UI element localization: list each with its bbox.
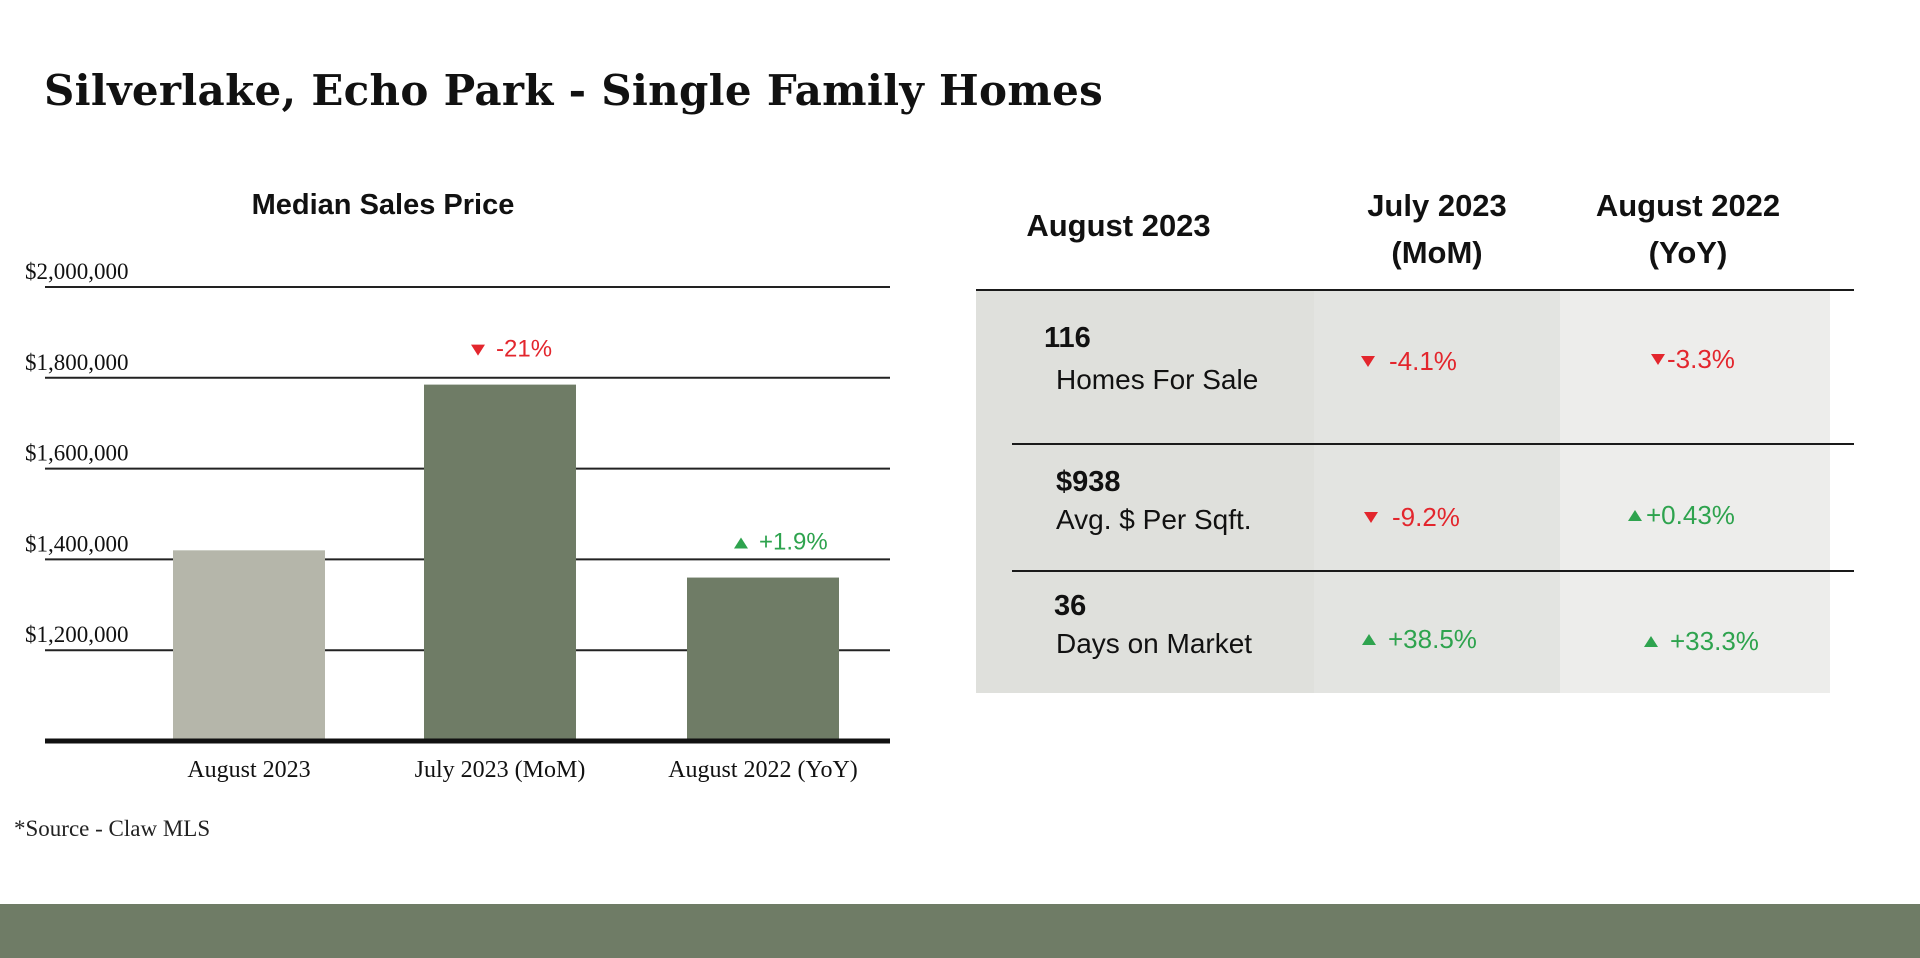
yoy-column-background — [1560, 290, 1830, 693]
down-triangle-icon — [1651, 354, 1665, 365]
y-tick-label: $1,400,000 — [25, 531, 129, 556]
homes-for-sale-label: Homes For Sale — [1056, 364, 1259, 395]
homes-for-sale-value: 116 — [1044, 322, 1091, 354]
header-mom-period: July 2023 — [1367, 188, 1507, 223]
up-triangle-icon — [1644, 636, 1658, 647]
change-value: -4.1% — [1389, 346, 1457, 376]
bar-august-2022-yoy — [687, 577, 839, 741]
chart-bars — [173, 384, 839, 741]
change-value: -3.3% — [1667, 344, 1735, 374]
y-axis-tick-labels: $1,200,000 $1,400,000 $1,600,000 $1,800,000… — [25, 259, 129, 647]
up-triangle-icon — [734, 537, 748, 549]
up-triangle-icon — [1628, 510, 1642, 521]
y-tick-label: $1,600,000 — [25, 441, 129, 466]
header-yoy-period: August 2022 — [1595, 188, 1781, 223]
table-header-divider — [976, 289, 1854, 291]
down-triangle-icon — [471, 344, 485, 356]
down-triangle-icon — [1361, 356, 1375, 367]
change-annotation: +1.9% — [759, 529, 828, 556]
days-on-market-value: 36 — [1054, 590, 1087, 622]
y-tick-label: $1,200,000 — [25, 622, 129, 647]
source-note: *Source - Claw MLS — [14, 816, 211, 841]
header-yoy-suffix: (YoY) — [1648, 235, 1728, 270]
x-category-label: July 2023 (MoM) — [415, 757, 586, 783]
bar-july-2023-mom — [424, 384, 576, 741]
header-mom: July 2023 (MoM) — [1314, 182, 1560, 276]
mom-column-background — [1314, 290, 1560, 693]
chart-annotations: -21% +1.9% — [471, 336, 828, 556]
homes-for-sale-yoy-change: -3.3% — [1651, 344, 1735, 375]
page-title: Silverlake, Echo Park - Single Family Ho… — [44, 66, 1104, 115]
x-category-label: August 2023 — [187, 757, 310, 783]
down-triangle-icon — [1364, 512, 1378, 523]
days-on-market-label: Days on Market — [1056, 628, 1253, 659]
y-tick-label: $2,000,000 — [25, 259, 129, 284]
change-value: +38.5% — [1388, 624, 1477, 654]
up-triangle-icon — [1362, 634, 1376, 645]
bar-august-2023 — [173, 550, 325, 741]
change-value: -9.2% — [1392, 502, 1460, 532]
row-divider — [1012, 443, 1854, 445]
current-column-background — [976, 290, 1314, 693]
row-divider — [1012, 570, 1854, 572]
header-current-period: August 2023 — [1026, 208, 1211, 243]
x-category-label: August 2022 (YoY) — [668, 757, 858, 783]
x-axis-category-labels: August 2023 July 2023 (MoM) August 2022 (Y… — [187, 757, 857, 783]
price-per-sqft-mom-change: -9.2% — [1364, 502, 1460, 533]
median-sales-price-chart: Median Sales Price $1,200,000$1,400,000$… — [25, 189, 890, 783]
homes-for-sale-mom-change: -4.1% — [1361, 346, 1457, 377]
header-yoy: August 2022 (YoY) — [1560, 182, 1816, 276]
price-per-sqft-label: Avg. $ Per Sqft. — [1056, 504, 1252, 535]
change-value: +0.43% — [1646, 500, 1735, 530]
header-mom-suffix: (MoM) — [1391, 235, 1483, 270]
footer-bar — [0, 904, 1920, 958]
y-tick-label: $1,800,000 — [25, 350, 129, 375]
price-per-sqft-value: $938 — [1056, 466, 1121, 498]
change-value: +33.3% — [1670, 626, 1759, 656]
chart-title: Median Sales Price — [252, 189, 515, 221]
market-stats-table: August 2023 July 2023 (MoM) August 2022 … — [976, 172, 1856, 693]
days-on-market-yoy-change: +33.3% — [1644, 626, 1759, 657]
change-annotation: -21% — [496, 336, 552, 363]
days-on-market-mom-change: +38.5% — [1362, 624, 1477, 655]
price-per-sqft-yoy-change: +0.43% — [1628, 500, 1735, 531]
